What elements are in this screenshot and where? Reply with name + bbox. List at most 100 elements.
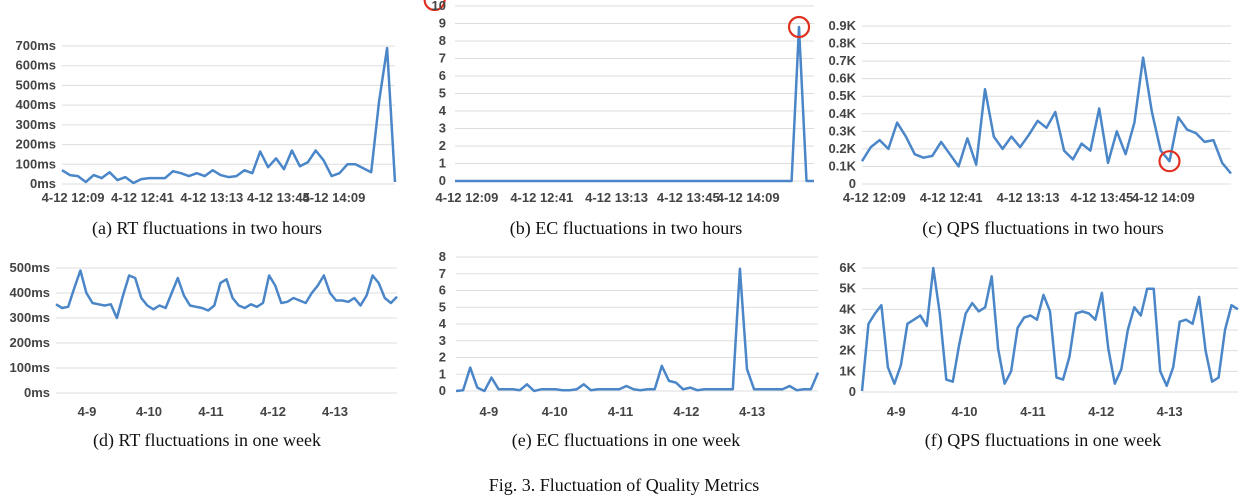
y-tick-label: 200ms	[10, 335, 50, 350]
series-line	[860, 266, 1239, 392]
y-tick-label: 4	[439, 316, 447, 331]
x-tick-label: 4-12 12:41	[920, 190, 983, 205]
x-tick-label: 4-12	[673, 404, 699, 419]
y-tick-label: 0.3K	[829, 123, 857, 138]
y-tick-label: 0.7K	[829, 53, 857, 68]
y-tick-label: 3K	[839, 322, 856, 337]
y-tick-label: 500ms	[10, 260, 50, 275]
x-tick-label: 4-12 12:09	[843, 190, 906, 205]
y-tick-label: 2K	[839, 343, 856, 358]
x-tick-label: 4-12	[260, 404, 286, 419]
y-tick-label: 7	[439, 51, 446, 66]
y-tick-label: 500ms	[16, 77, 56, 92]
x-tick-label: 4-11	[608, 404, 633, 419]
y-tick-label: 400ms	[10, 285, 50, 300]
x-tick-label: 4-12 13:13	[997, 190, 1060, 205]
x-tick-label: 4-10	[136, 404, 162, 419]
x-tick-label: 4-9	[887, 404, 906, 419]
y-tick-label: 6	[439, 283, 446, 298]
figure-caption: Fig. 3. Fluctuation of Quality Metrics	[489, 475, 759, 495]
panel-a-rt-two-hours: 0ms 100ms 200ms 300ms 400ms 500ms 600ms 700ms 4-…	[16, 0, 446, 205]
x-tick-label: 4-12 13:13	[180, 190, 243, 205]
y-tick-label: 300ms	[16, 117, 56, 132]
y-tick-label: 200ms	[16, 137, 56, 152]
y-tick-label: 0.9K	[829, 18, 857, 33]
subcaption-c: (c) QPS fluctuations in two hours	[922, 218, 1163, 239]
x-tick-label: 4-12 14:09	[717, 190, 780, 205]
x-tick-label: 4-10	[542, 404, 568, 419]
series-line	[455, 267, 820, 393]
y-tick-label: 1	[439, 156, 446, 171]
x-tick-label: 4-10	[952, 404, 978, 419]
series-line	[61, 46, 397, 185]
y-tick-label: 0.2K	[829, 141, 857, 156]
peak-highlight-circle	[787, 15, 811, 39]
y-tick-label: 9	[439, 16, 446, 31]
series-line	[55, 269, 398, 320]
y-tick-label: 700ms	[16, 38, 56, 53]
series-line	[455, 25, 814, 183]
x-tick-label: 4-12 13:45	[247, 190, 310, 205]
subcaption-a: (a) RT fluctuations in two hours	[92, 218, 322, 239]
y-tick-label: 0.5K	[829, 88, 857, 103]
y-tick-label: 2	[439, 350, 446, 365]
y-tick-label: 0.4K	[829, 106, 857, 121]
y-tick-label: 3	[439, 121, 446, 136]
x-tick-label: 4-11	[1020, 404, 1045, 419]
y-tick-label: 100ms	[10, 360, 50, 375]
x-tick-label: 4-12 12:41	[111, 190, 174, 205]
x-tick-label: 4-12	[1088, 404, 1114, 419]
y-tick-label: 0	[849, 384, 856, 399]
y-tick-label: 0	[439, 383, 446, 398]
subcaption-d: (d) RT fluctuations in one week	[93, 430, 321, 451]
peak-highlight-circle	[1158, 150, 1181, 173]
y-tick-label: 5K	[839, 281, 856, 296]
x-tick-label: 4-12 14:09	[303, 190, 366, 205]
y-tick-label: 0ms	[24, 385, 50, 400]
y-tick-label: 0ms	[30, 176, 56, 191]
peak-highlight-circle	[423, 0, 446, 12]
x-tick-label: 4-12 14:09	[1132, 190, 1195, 205]
panel-c-qps-two-hours: 0 0.1K 0.2K 0.3K 0.4K 0.5K 0.6K 0.7K 0.8K 0.9K 4-1…	[829, 18, 1232, 205]
panel-f-qps-one-week: 0 1K 2K 3K 4K 5K 6K 4-9 4-10 4-11 4-12 4-13	[839, 260, 1239, 419]
x-tick-label: 4-12 13:13	[585, 190, 648, 205]
y-tick-label: 6	[439, 68, 446, 83]
x-tick-label: 4-12 12:09	[42, 190, 105, 205]
x-tick-label: 4-13	[1157, 404, 1183, 419]
y-tick-label: 7	[439, 266, 446, 281]
y-tick-label: 4K	[839, 301, 856, 316]
x-tick-label: 4-9	[480, 404, 499, 419]
x-tick-label: 4-12 12:41	[510, 190, 573, 205]
y-tick-label: 5	[439, 299, 446, 314]
x-tick-label: 4-12 13:45	[1070, 190, 1133, 205]
y-tick-label: 0.6K	[829, 71, 857, 86]
x-tick-label: 4-12 13:45	[657, 190, 720, 205]
x-tick-label: 4-9	[78, 404, 97, 419]
y-tick-label: 1	[439, 366, 446, 381]
y-tick-label: 100ms	[16, 156, 56, 171]
y-tick-label: 8	[439, 249, 446, 264]
panel-d-rt-one-week: 0ms 100ms 200ms 300ms 400ms 500ms 4-9 4-10 4-11 4…	[10, 260, 398, 419]
series-line	[860, 56, 1232, 175]
y-tick-label: 300ms	[10, 310, 50, 325]
y-tick-label: 600ms	[16, 58, 56, 73]
panel-b-ec-two-hours: 0 1 2 3 4 5 6 7 8 9 10 4-12 12:09 4-12 12:41 4-12 13:…	[432, 0, 814, 205]
y-tick-label: 8	[439, 33, 446, 48]
y-tick-label: 400ms	[16, 97, 56, 112]
y-tick-label: 4	[439, 103, 447, 118]
subcaption-b: (b) EC fluctuations in two hours	[510, 218, 742, 239]
y-tick-label: 0	[849, 176, 856, 191]
y-tick-label: 0.1K	[829, 158, 857, 173]
y-tick-label: 3	[439, 333, 446, 348]
subcaption-e: (e) EC fluctuations in one week	[512, 430, 740, 451]
y-tick-label: 0.8K	[829, 36, 857, 51]
x-tick-label: 4-13	[739, 404, 765, 419]
y-tick-label: 1K	[839, 363, 856, 378]
y-tick-label: 10	[432, 0, 446, 13]
y-tick-label: 2	[439, 138, 446, 153]
y-tick-label: 0	[439, 173, 446, 188]
x-tick-label: 4-13	[322, 404, 348, 419]
x-tick-label: 4-12 12:09	[436, 190, 499, 205]
subcaption-f: (f) QPS fluctuations in one week	[925, 430, 1161, 451]
